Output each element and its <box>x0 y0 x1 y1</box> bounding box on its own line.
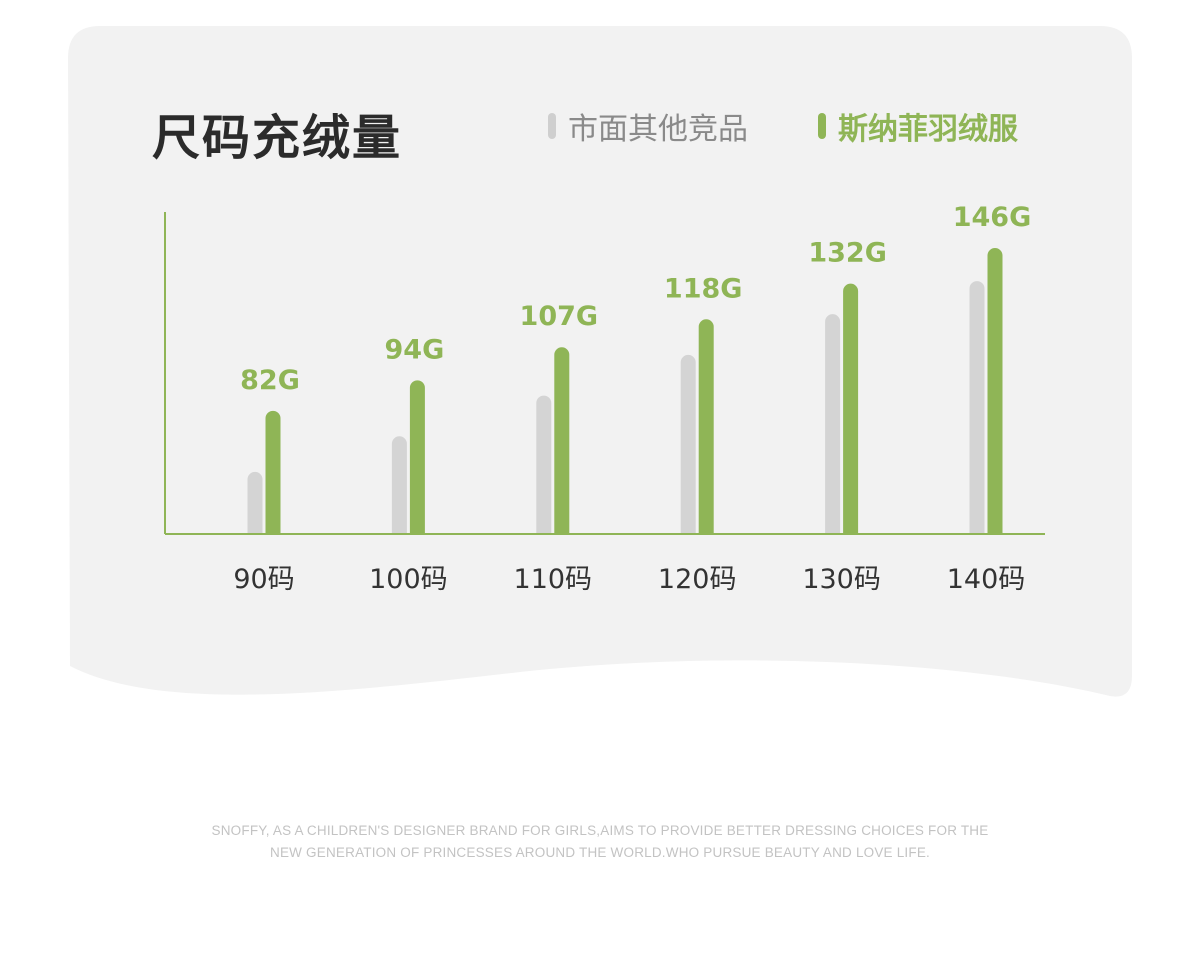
legend-label-other: 市面其他竞品 <box>568 112 748 147</box>
bar-other-3 <box>680 354 696 533</box>
bar-other-4 <box>825 314 841 533</box>
bar-other-0 <box>247 471 263 533</box>
x-tick-label-4: 130码 <box>802 564 881 595</box>
data-label-3: 118G <box>664 273 743 304</box>
bar-brand-2 <box>554 347 570 533</box>
x-tick-label-0: 90码 <box>233 564 294 595</box>
chart-title: 尺码充绒量 <box>152 110 403 166</box>
bar-other-5 <box>969 281 985 533</box>
bar-brand-4 <box>843 283 859 533</box>
bar-brand-1 <box>409 380 425 533</box>
bar-brand-5 <box>987 248 1003 534</box>
data-label-0: 82G <box>240 365 300 396</box>
bar-brand-0 <box>265 410 281 533</box>
data-label-1: 94G <box>385 334 445 365</box>
data-label-4: 132G <box>808 238 887 269</box>
bar-brand-3 <box>698 319 714 533</box>
footer-text-line-1: SNOFFY, AS A CHILDREN'S DESIGNER BRAND F… <box>211 823 989 838</box>
legend-swatch-brand <box>818 113 826 139</box>
legend-label-brand: 斯纳菲羽绒服 <box>838 112 1018 147</box>
legend-swatch-other <box>548 113 556 139</box>
x-tick-label-2: 110码 <box>514 564 593 595</box>
card-shape <box>68 26 1132 697</box>
data-label-5: 146G <box>953 202 1032 233</box>
legend-item-other: 市面其他竞品 <box>548 106 748 147</box>
bar-other-2 <box>536 395 552 533</box>
x-tick-label-3: 120码 <box>658 564 737 595</box>
data-label-2: 107G <box>520 301 599 332</box>
bar-other-1 <box>391 436 407 533</box>
x-tick-label-1: 100码 <box>369 564 448 595</box>
footer-text-line-2: NEW GENERATION OF PRINCESSES AROUND THE … <box>270 845 930 860</box>
x-tick-label-5: 140码 <box>947 564 1026 595</box>
legend-item-brand: 斯纳菲羽绒服 <box>818 106 1018 147</box>
